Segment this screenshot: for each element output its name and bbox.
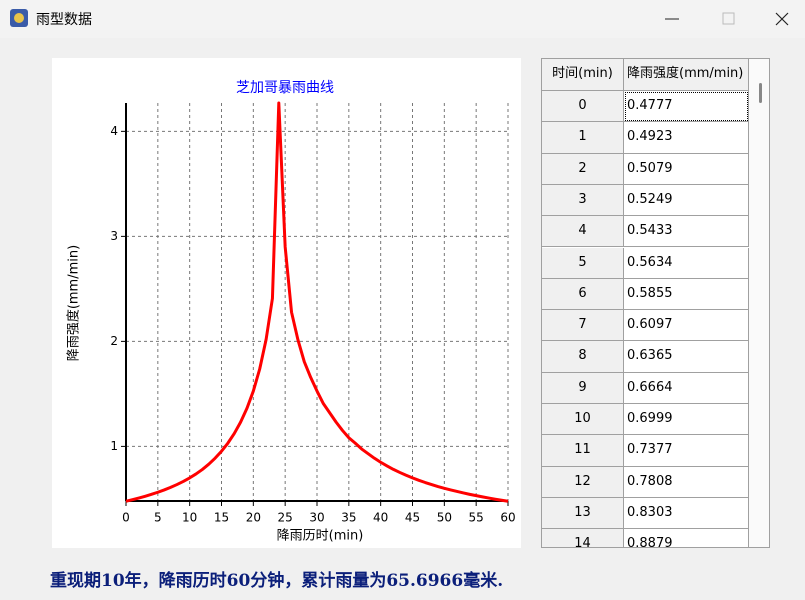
row-header: 5	[542, 247, 624, 279]
row-header: 12	[542, 466, 624, 498]
table-cell[interactable]: 0.7377	[624, 435, 749, 467]
row-header: 11	[542, 435, 624, 467]
maximize-button[interactable]	[722, 12, 735, 25]
row-header: 2	[542, 153, 624, 185]
table-header: 时间(min)	[542, 59, 624, 91]
chart-title: 芝加哥暴雨曲线	[236, 80, 334, 96]
table-cell[interactable]: 0.8879	[624, 529, 749, 547]
close-button[interactable]	[775, 12, 789, 26]
table-cell[interactable]: 0.6097	[624, 310, 749, 342]
table-cell[interactable]: 0.4923	[624, 122, 749, 154]
x-tick-label: 35	[341, 511, 356, 525]
table-cell[interactable]: 0.8303	[624, 497, 749, 530]
row-header: 8	[542, 341, 624, 373]
table-cell[interactable]: 0.7808	[624, 466, 749, 498]
x-tick-label: 5	[154, 511, 162, 525]
x-tick-label: 45	[405, 511, 420, 525]
row-header: 14	[542, 529, 624, 547]
table-cell[interactable]: 0.6365	[624, 341, 749, 373]
x-tick-label: 30	[309, 511, 324, 525]
table-cell[interactable]: 0.6664	[624, 372, 749, 404]
table-cell[interactable]: 0.5634	[624, 247, 749, 279]
table-cell[interactable]: 0.4777	[624, 91, 749, 123]
row-header: 9	[542, 372, 624, 404]
row-header: 10	[542, 404, 624, 436]
summary-text: 重现期10年，降雨历时60分钟，累计雨量为65.6966毫米.	[50, 571, 504, 591]
title-bar-icons	[10, 9, 789, 27]
table-cell[interactable]: 0.5433	[624, 216, 749, 248]
title-bar: 雨型数据	[0, 0, 805, 38]
row-header: 6	[542, 278, 624, 311]
window-title: 雨型数据	[36, 12, 92, 28]
table-cell[interactable]: 0.5855	[624, 278, 749, 311]
table-cell[interactable]: 0.5249	[624, 184, 749, 217]
y-tick-label: 2	[110, 334, 118, 348]
x-tick-label: 20	[246, 511, 261, 525]
x-tick-label: 0	[122, 511, 130, 525]
row-header: 1	[542, 122, 624, 154]
data-table[interactable]: 时间(min) 降雨强度(mm/min) 0 0.4777 1 0.4923 2 0.5079…	[541, 58, 770, 548]
x-tick-label: 10	[182, 511, 197, 525]
y-tick-label: 1	[110, 439, 118, 453]
x-tick-label: 60	[500, 511, 515, 525]
row-header: 13	[542, 497, 624, 530]
table-header: 降雨强度(mm/min)	[624, 59, 749, 91]
app-icon-detail	[14, 13, 24, 23]
y-tick-label: 4	[110, 124, 118, 138]
chart: 芝加哥暴雨曲线 降雨历时(min) 降雨强度(mm/min) 0 5 10 15 20 2…	[52, 58, 521, 548]
x-axis-label: 降雨历时(min)	[277, 529, 364, 544]
scrollbar-thumb[interactable]	[759, 83, 762, 103]
row-header: 7	[542, 310, 624, 342]
x-tick-label: 25	[278, 511, 293, 525]
row-header: 4	[542, 216, 624, 248]
x-tick-label: 40	[373, 511, 388, 525]
table-cell[interactable]: 0.5079	[624, 153, 749, 185]
x-tick-label: 55	[469, 511, 484, 525]
y-tick-label: 3	[110, 229, 118, 243]
row-header: 3	[542, 184, 624, 217]
y-axis-label: 降雨强度(mm/min)	[66, 245, 82, 361]
x-tick-label: 15	[214, 511, 229, 525]
data-line	[125, 101, 509, 503]
table-cell[interactable]: 0.6999	[624, 404, 749, 436]
scrollbar[interactable]	[749, 59, 769, 547]
x-tick-label: 50	[437, 511, 452, 525]
row-header: 0	[542, 91, 624, 123]
